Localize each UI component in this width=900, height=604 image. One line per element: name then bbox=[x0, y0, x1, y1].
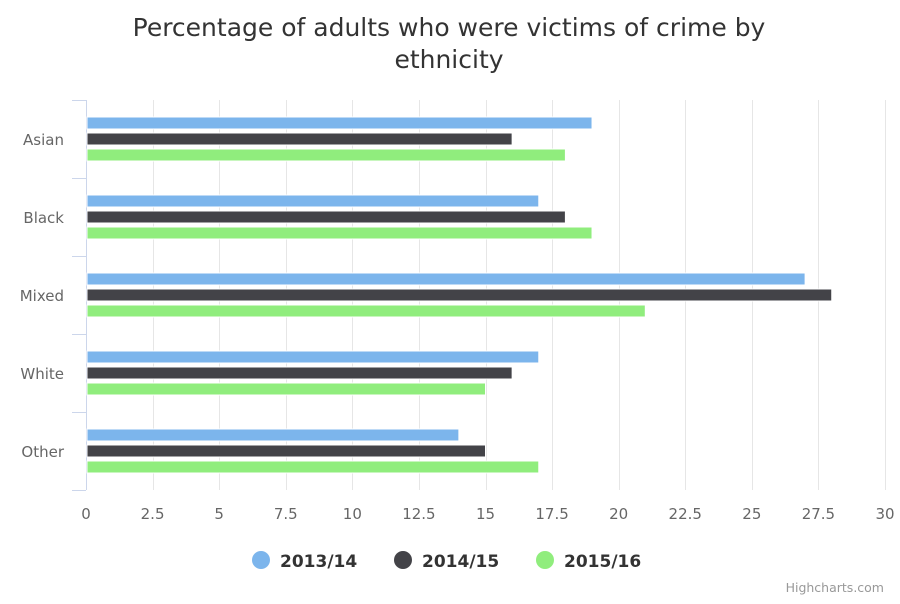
legend-item[interactable]: 2014/15 bbox=[394, 551, 499, 572]
x-tick-label: 30 bbox=[875, 505, 894, 523]
bar-white-1[interactable] bbox=[86, 350, 540, 364]
bar-asian-3[interactable] bbox=[86, 148, 566, 162]
legend-label: 2014/15 bbox=[422, 552, 499, 572]
chart-title-line-2: ethnicity bbox=[394, 45, 503, 74]
bar-mixed-3[interactable] bbox=[86, 304, 646, 318]
bar-asian-2[interactable] bbox=[86, 132, 513, 146]
x-tick-label: 5 bbox=[214, 505, 224, 523]
legend: 2013/14 2014/15 2015/16 bbox=[252, 551, 641, 572]
legend-item[interactable]: 2015/16 bbox=[536, 551, 641, 572]
legend-symbol bbox=[536, 551, 554, 569]
x-tick-label: 27.5 bbox=[802, 505, 835, 523]
bar-mixed-1[interactable] bbox=[86, 272, 806, 286]
y-category-label: Mixed bbox=[20, 287, 64, 305]
bar-white-2[interactable] bbox=[86, 366, 513, 380]
y-category-label: Asian bbox=[23, 131, 64, 149]
bar-other-1[interactable] bbox=[86, 428, 460, 442]
legend-label: 2015/16 bbox=[564, 552, 641, 572]
bar-black-1[interactable] bbox=[86, 194, 540, 208]
x-tick-label: 10 bbox=[343, 505, 362, 523]
x-tick-label: 25 bbox=[742, 505, 761, 523]
x-tick-label: 20 bbox=[609, 505, 628, 523]
y-category-label: White bbox=[20, 365, 64, 383]
bar-asian-1[interactable] bbox=[86, 116, 593, 130]
chart-title-line-1: Percentage of adults who were victims of… bbox=[133, 13, 766, 42]
bars bbox=[86, 116, 833, 474]
x-tick-label: 0 bbox=[81, 505, 91, 523]
legend-label: 2013/14 bbox=[280, 552, 357, 572]
legend-symbol bbox=[252, 551, 270, 569]
x-tick-label: 7.5 bbox=[274, 505, 298, 523]
legend-item[interactable]: 2013/14 bbox=[252, 551, 357, 572]
bar-black-2[interactable] bbox=[86, 210, 566, 224]
y-category-label: Black bbox=[23, 209, 64, 227]
y-category-label: Other bbox=[21, 443, 64, 461]
bar-other-3[interactable] bbox=[86, 460, 540, 474]
legend-symbol bbox=[394, 551, 412, 569]
bar-mixed-2[interactable] bbox=[86, 288, 833, 302]
x-tick-label: 15 bbox=[476, 505, 495, 523]
bar-white-3[interactable] bbox=[86, 382, 486, 396]
x-tick-label: 2.5 bbox=[141, 505, 165, 523]
x-tick-label: 22.5 bbox=[669, 505, 702, 523]
bar-other-2[interactable] bbox=[86, 444, 486, 458]
axis-labels: 0 2.5 5 7.5 10 12.5 15 17.5 20 22.5 25 27.5 30 Asian B… bbox=[20, 131, 895, 523]
bar-black-3[interactable] bbox=[86, 226, 593, 240]
x-tick-label: 12.5 bbox=[402, 505, 435, 523]
x-tick-label: 17.5 bbox=[535, 505, 568, 523]
credits-text[interactable]: Highcharts.com bbox=[786, 580, 884, 595]
